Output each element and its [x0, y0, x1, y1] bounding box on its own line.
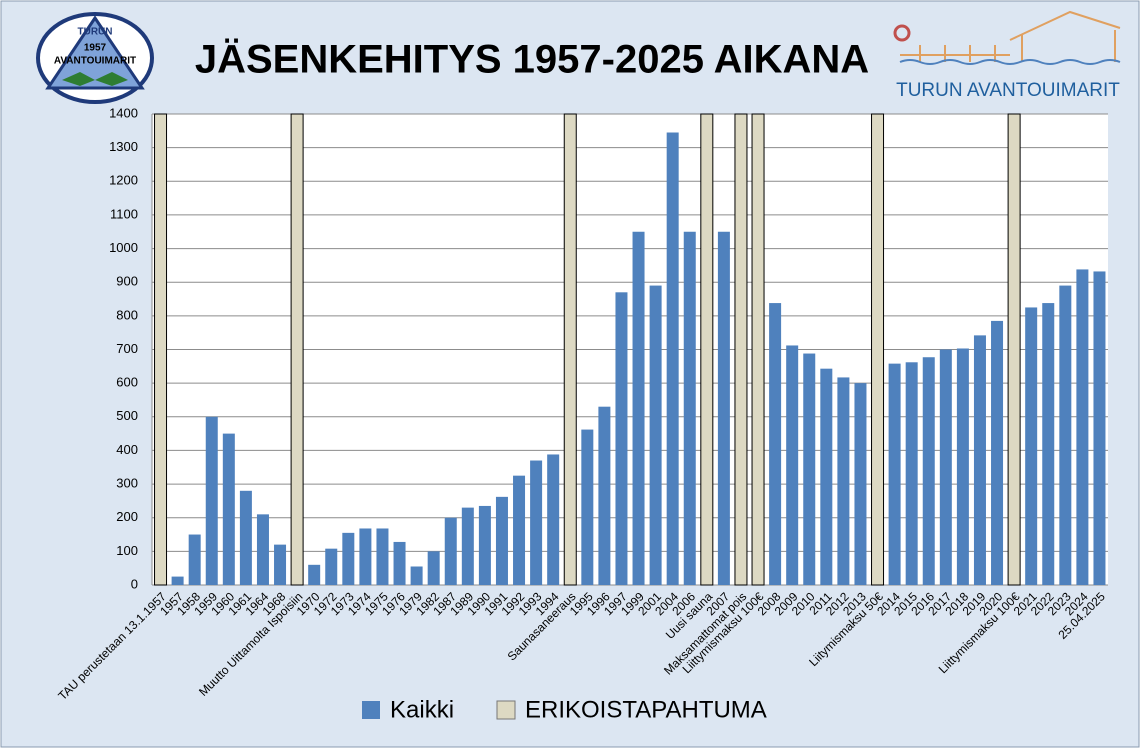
legend-swatch [362, 701, 380, 719]
bar [495, 496, 508, 585]
logo-triangle [45, 15, 145, 90]
bar [410, 566, 423, 585]
logo-water [899, 59, 1121, 65]
bar [274, 544, 287, 585]
bar [1025, 307, 1038, 585]
y-tick-label: 400 [116, 442, 138, 457]
bar [786, 345, 799, 585]
bar [256, 514, 269, 585]
logo-pier [900, 45, 1010, 62]
y-tick-label: 600 [116, 375, 138, 390]
bar [700, 113, 714, 586]
bar [376, 528, 389, 585]
bar [717, 231, 730, 585]
bar [239, 490, 252, 585]
bar [530, 460, 543, 585]
legend-label: ERIKOISTAPAHTUMA [525, 696, 767, 723]
bar [871, 113, 885, 586]
bar [769, 303, 782, 585]
bar [393, 541, 406, 585]
bar [1042, 303, 1055, 585]
bar [547, 454, 560, 585]
y-tick-label: 1300 [109, 139, 138, 154]
bar [1059, 285, 1072, 585]
bar [290, 113, 304, 586]
bar [478, 505, 491, 585]
bar [308, 564, 321, 585]
bar [939, 349, 952, 585]
bar [820, 368, 833, 585]
bar [922, 357, 935, 585]
bar [1007, 113, 1021, 586]
bar [581, 429, 594, 585]
bar [734, 113, 748, 586]
y-tick-label: 1400 [109, 105, 138, 120]
logo-text: TURUN [78, 27, 113, 38]
chart-title: JÄSENKEHITYS 1957-2025 AIKANA [195, 38, 869, 82]
y-tick-label: 700 [116, 341, 138, 356]
legend-swatch [496, 700, 516, 720]
bar [973, 335, 986, 585]
bar [956, 348, 969, 585]
bar [171, 576, 184, 585]
y-tick-label: 1200 [109, 173, 138, 188]
y-tick-label: 1100 [110, 206, 138, 221]
bar [342, 532, 355, 585]
bar [632, 231, 645, 585]
y-tick-label: 0 [131, 576, 138, 591]
bar [615, 292, 628, 585]
bar [837, 377, 850, 585]
logo-house [1009, 10, 1121, 62]
y-tick-label: 1000 [109, 240, 138, 255]
bar [803, 353, 816, 585]
y-tick-label: 900 [116, 274, 138, 289]
bar [905, 362, 918, 585]
bar [154, 113, 168, 586]
bar [683, 231, 696, 585]
y-tick-label: 500 [116, 408, 138, 423]
logo-text: 1957 [84, 43, 107, 54]
bar [649, 285, 662, 585]
bar [427, 551, 440, 585]
bar [1093, 271, 1106, 585]
bar [188, 534, 201, 585]
bar [888, 363, 901, 585]
y-tick-label: 300 [116, 476, 138, 491]
logo-left: TURUN 1957 AVANTOUIMARIT [36, 12, 154, 104]
bar [461, 507, 474, 585]
bar [1076, 269, 1089, 585]
logo-right: TURUN AVANTOUIMARIT [893, 10, 1121, 101]
bar [854, 383, 867, 585]
y-tick-label: 200 [116, 509, 138, 524]
y-tick-label: 800 [116, 307, 138, 322]
bar [325, 548, 338, 585]
logo-buoy [893, 24, 911, 42]
bar [359, 528, 372, 585]
bar [751, 113, 765, 586]
logo-text: TURUN AVANTOUIMARIT [896, 80, 1120, 101]
bar [563, 113, 577, 586]
bar [666, 132, 679, 585]
bar [991, 320, 1004, 585]
bar [598, 406, 611, 585]
logo-text: AVANTOUIMARIT [54, 56, 136, 67]
bar [513, 475, 526, 585]
bar [222, 433, 235, 585]
y-tick-label: 100 [116, 543, 138, 558]
bar [444, 517, 457, 585]
legend-label: Kaikki [390, 696, 454, 723]
logo-wave [62, 72, 128, 86]
bar [205, 416, 218, 585]
